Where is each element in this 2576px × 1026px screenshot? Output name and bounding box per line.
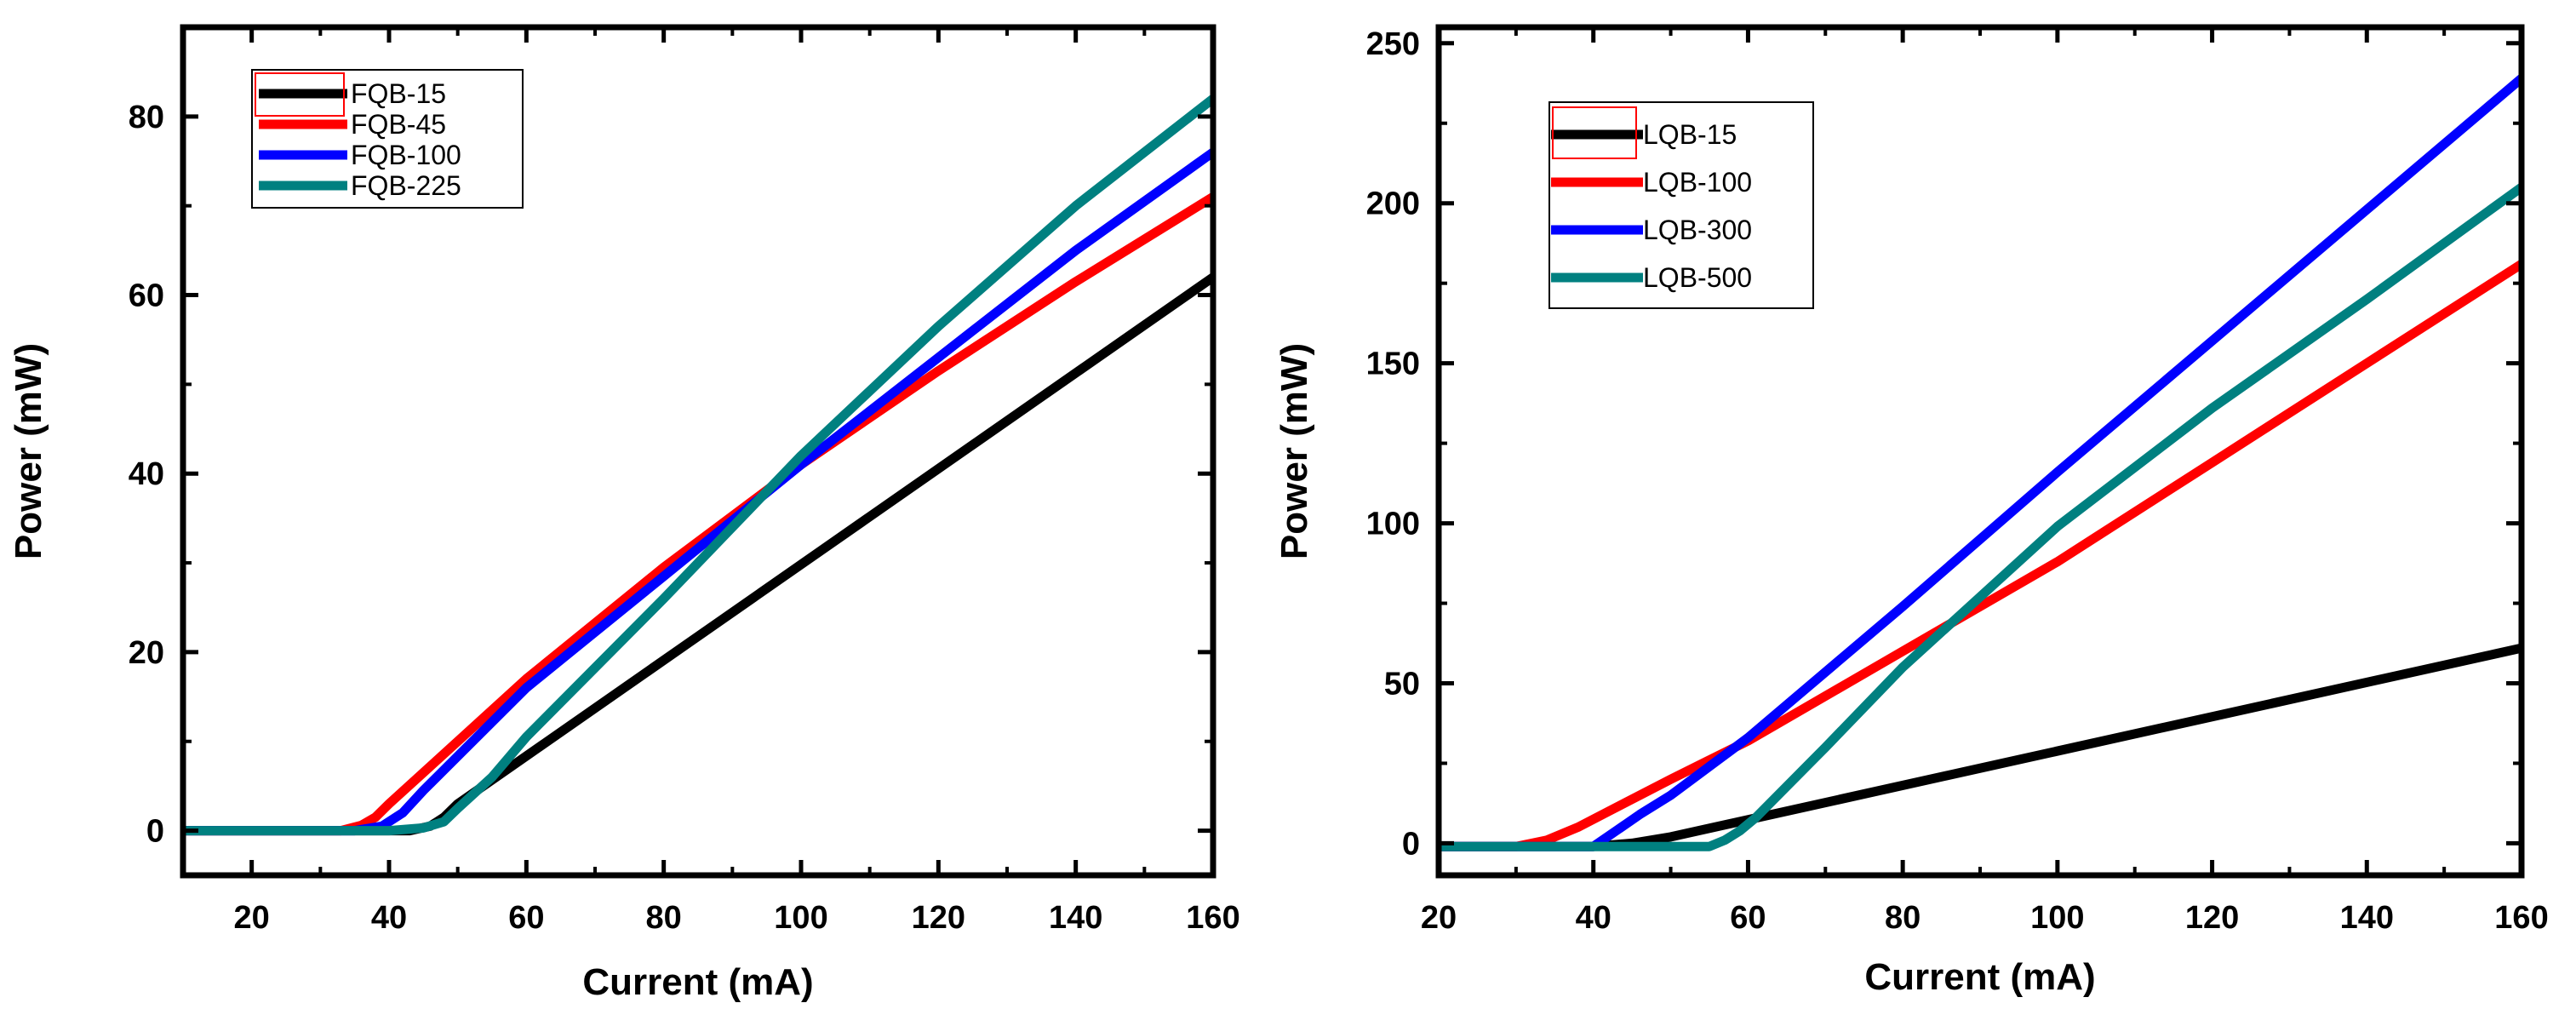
y-tick-label: 60 xyxy=(129,278,164,314)
series-line-lqb-300 xyxy=(1439,73,2522,851)
x-tick-label: 60 xyxy=(1730,900,1766,936)
y-tick-label: 80 xyxy=(129,100,164,135)
y-axis-title: Power (mW) xyxy=(8,343,49,559)
x-tick-label: 20 xyxy=(1421,900,1457,936)
plot-frame xyxy=(180,24,1216,879)
legend-label-lqb-500: LQB-500 xyxy=(1643,262,1752,293)
x-axis-title: Current (mA) xyxy=(582,961,813,1003)
series-line-fqb-100 xyxy=(183,147,1213,836)
y-axis-title: Power (mW) xyxy=(1274,343,1315,559)
chart-fqb: 20 40 60 80 100 120 140 160 0 20 40 60 80 Current (mA… xyxy=(8,24,1240,1003)
legend-label-fqb-225: FQB-225 xyxy=(351,170,461,201)
x-tick-label: 20 xyxy=(234,900,270,936)
x-tick-label: 160 xyxy=(1186,900,1239,936)
x-tick-label: 140 xyxy=(2340,900,2394,936)
x-tick-label: 140 xyxy=(1049,900,1102,936)
x-tick-label: 100 xyxy=(774,900,827,936)
legend-label-lqb-100: LQB-100 xyxy=(1643,167,1752,198)
x-tick-label: 120 xyxy=(912,900,965,936)
x-axis-title: Current (mA) xyxy=(1864,956,2095,998)
legend-highlight-box xyxy=(255,72,345,117)
y-tick-label: 250 xyxy=(1366,26,1420,62)
chart-lqb: 20 40 60 80 100 120 140 160 0 50 100 150 200 250 Curre… xyxy=(1274,24,2549,998)
series-line-fqb-45 xyxy=(183,192,1213,836)
x-tick-label: 40 xyxy=(1576,900,1611,936)
legend-label-fqb-100: FQB-100 xyxy=(351,140,461,170)
series-line-fqb-225 xyxy=(183,94,1213,836)
x-tick-label: 160 xyxy=(2494,900,2548,936)
legend-highlight-box xyxy=(1552,106,1637,159)
x-tick-label: 80 xyxy=(1885,900,1921,936)
series-line-lqb-500 xyxy=(1439,182,2522,851)
y-tick-label: 0 xyxy=(1402,826,1420,862)
y-tick-label: 0 xyxy=(146,814,164,850)
y-tick-label: 100 xyxy=(1366,507,1420,542)
y-tick-label: 40 xyxy=(129,456,164,492)
x-tick-label: 80 xyxy=(646,900,682,936)
legend-label-fqb-45: FQB-45 xyxy=(351,109,446,140)
series-line-lqb-100 xyxy=(1439,259,2522,851)
legend-label-fqb-15: FQB-15 xyxy=(351,78,446,109)
x-tick-label: 120 xyxy=(2185,900,2239,936)
legend-label-lqb-300: LQB-300 xyxy=(1643,215,1752,245)
y-tick-label: 20 xyxy=(129,635,164,671)
y-tick-label: 150 xyxy=(1366,347,1420,382)
y-tick-label: 200 xyxy=(1366,186,1420,222)
x-tick-label: 40 xyxy=(371,900,407,936)
x-tick-label: 60 xyxy=(508,900,544,936)
legend-label-lqb-15: LQB-15 xyxy=(1643,119,1737,150)
y-tick-label: 50 xyxy=(1384,666,1420,702)
x-tick-label: 100 xyxy=(2030,900,2084,936)
